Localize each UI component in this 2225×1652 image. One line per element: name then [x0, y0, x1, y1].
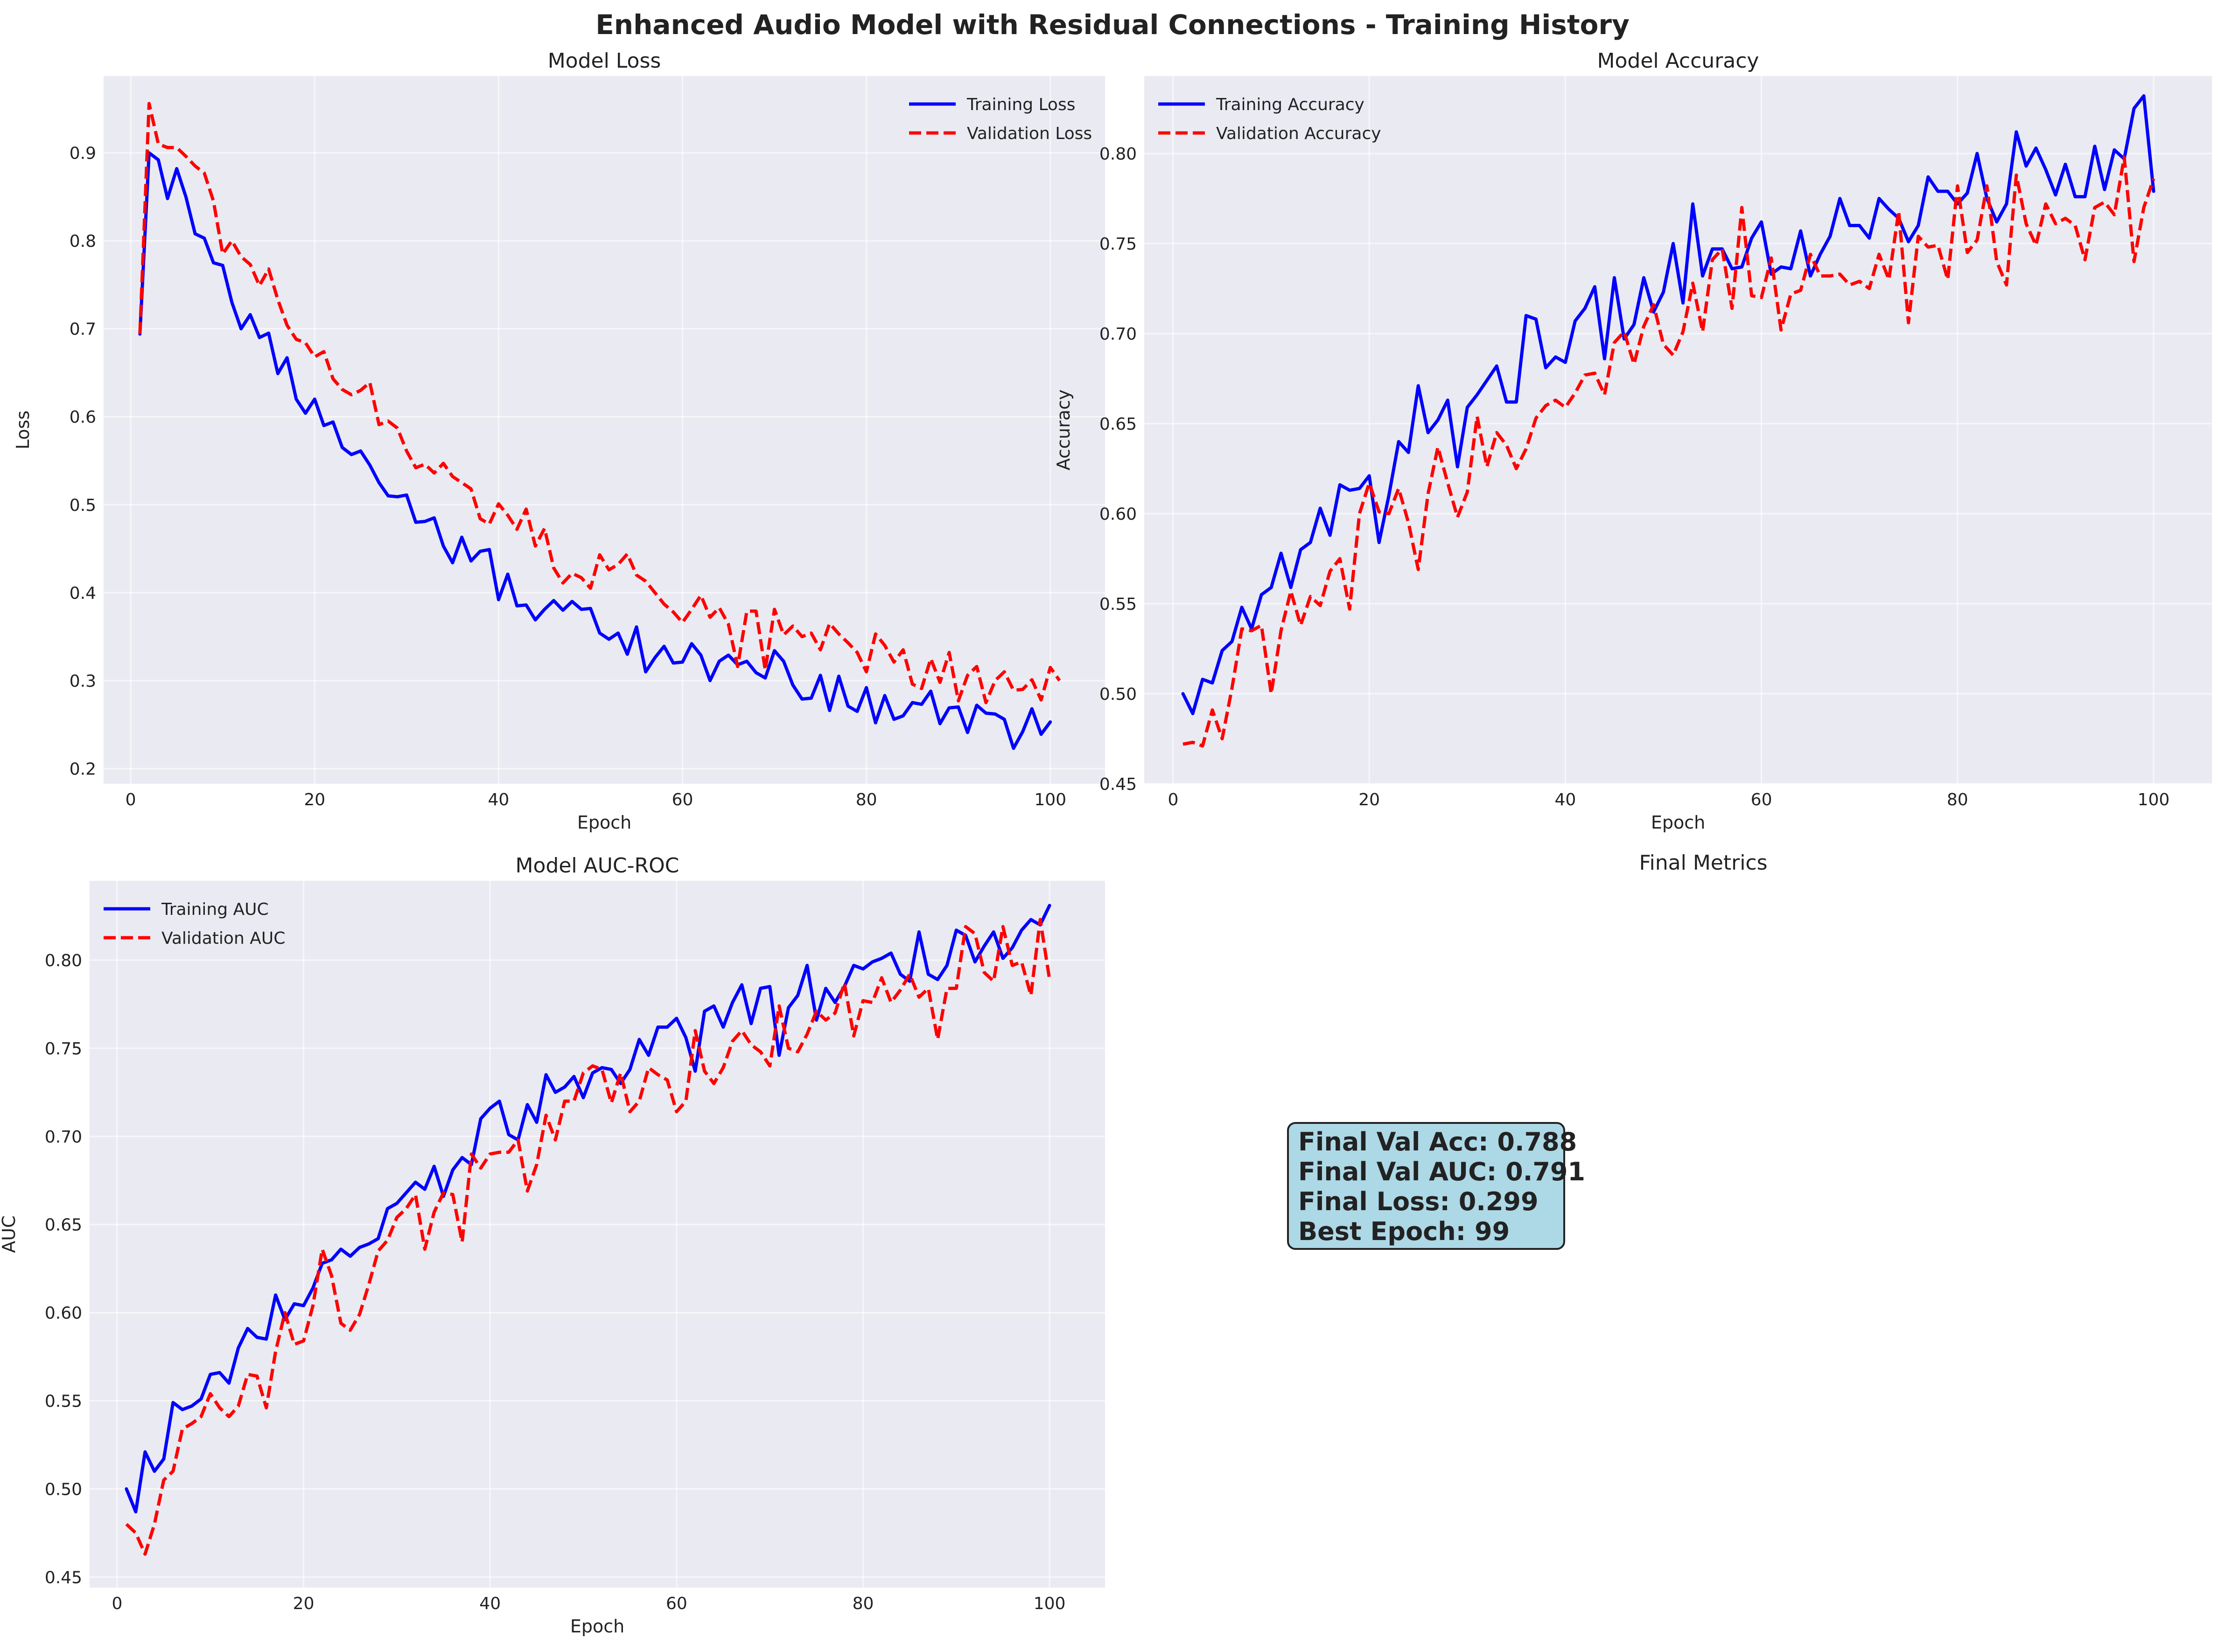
auc-x-axis-label: Epoch	[570, 1616, 624, 1637]
accuracy-series-validation-points	[1182, 157, 2154, 746]
accuracy-x-tick-label: 0	[1168, 790, 1179, 809]
auc-y-tick-label: 0.70	[45, 1128, 82, 1147]
auc-x-tick-label: 0	[112, 1594, 122, 1613]
accuracy-series-training-points	[1182, 96, 2154, 714]
loss-y-tick-label: 0.8	[70, 232, 96, 251]
loss-legend-label: Training Loss	[966, 95, 1075, 114]
accuracy-y-tick-label: 0.50	[1099, 685, 1137, 704]
accuracy-series-validation-line	[1182, 155, 2155, 748]
loss-x-tick-label: 60	[672, 790, 693, 809]
auc-y-tick-label: 0.55	[45, 1392, 82, 1411]
loss-y-tick-label: 0.7	[70, 320, 96, 339]
final-metrics-panel: Final Metrics Final Val Acc: 0.788 Final…	[1287, 851, 1768, 1250]
loss-series-training-points	[140, 153, 1050, 749]
loss-x-axis-label: Epoch	[577, 812, 631, 833]
loss-chart: 0 20 40 60 80 100 0.2 0.3 0.4 0.5 0.6 0.7 0.8 0.9 Mode…	[13, 49, 1105, 833]
auc-chart-title: Model AUC-ROC	[516, 854, 679, 878]
auc-plot-area	[90, 881, 1105, 1588]
accuracy-x-tick-label: 40	[1554, 790, 1576, 809]
loss-y-tick-label: 0.3	[70, 672, 96, 691]
loss-x-tick-label: 0	[126, 790, 136, 809]
accuracy-plot-area	[1144, 76, 2212, 784]
auc-x-tick-label: 100	[1034, 1594, 1066, 1613]
accuracy-y-tick-label: 0.75	[1099, 235, 1137, 254]
accuracy-x-tick-label: 60	[1751, 790, 1772, 809]
auc-y-tick-label: 0.80	[45, 951, 82, 970]
metric-final-loss: Final Loss: 0.299	[1298, 1187, 1539, 1216]
auc-legend: Training AUC Validation AUC	[104, 900, 285, 948]
accuracy-legend-label: Validation Accuracy	[1216, 124, 1381, 143]
loss-y-tick-label: 0.6	[70, 408, 96, 427]
accuracy-y-axis-label: Accuracy	[1053, 390, 1074, 471]
accuracy-x-tick-label: 80	[1947, 790, 1968, 809]
auc-y-tick-label: 0.60	[45, 1304, 82, 1323]
accuracy-y-tick-label: 0.65	[1099, 415, 1137, 434]
auc-x-tick-label: 60	[666, 1594, 687, 1613]
loss-y-tick-label: 0.5	[70, 496, 96, 515]
accuracy-chart: 0 20 40 60 80 100 0.45 0.50 0.55 0.60 0.65 0.70 0.75…	[1053, 49, 2212, 833]
auc-legend-label: Training AUC	[161, 900, 269, 919]
accuracy-series-training-line	[1181, 94, 2155, 715]
accuracy-y-tick-label: 0.45	[1099, 775, 1137, 794]
auc-x-tick-label: 40	[479, 1594, 501, 1613]
accuracy-legend: Training Accuracy Validation Accuracy	[1158, 95, 1381, 143]
accuracy-x-tick-label: 20	[1358, 790, 1380, 809]
final-metrics-title: Final Metrics	[1639, 851, 1767, 875]
auc-series-validation-points	[126, 920, 1050, 1554]
loss-series-training-line	[138, 151, 1052, 750]
loss-x-tick-label: 20	[304, 790, 325, 809]
accuracy-legend-label: Training Accuracy	[1216, 95, 1364, 114]
loss-legend-label: Validation Loss	[967, 124, 1092, 143]
loss-x-tick-label: 100	[1034, 790, 1066, 809]
auc-y-tick-label: 0.65	[45, 1216, 82, 1235]
auc-y-tick-label: 0.50	[45, 1480, 82, 1499]
loss-chart-title: Model Loss	[548, 49, 661, 73]
auc-x-tick-label: 20	[293, 1594, 315, 1613]
figure-title: Enhanced Audio Model with Residual Conne…	[595, 9, 1630, 41]
auc-series-validation-line	[125, 918, 1051, 1556]
auc-legend-label: Validation AUC	[161, 929, 285, 948]
auc-y-axis-label: AUC	[0, 1215, 19, 1253]
metric-final-val-acc: Final Val Acc: 0.788	[1298, 1127, 1577, 1157]
loss-x-tick-label: 80	[856, 790, 877, 809]
loss-y-tick-label: 0.2	[70, 760, 96, 779]
accuracy-chart-title: Model Accuracy	[1597, 49, 1759, 73]
metric-final-val-auc: Final Val AUC: 0.791	[1298, 1157, 1585, 1186]
accuracy-y-tick-label: 0.80	[1099, 145, 1137, 164]
loss-series-validation-points	[140, 103, 1060, 703]
auc-series-training-line	[125, 904, 1051, 1513]
auc-y-tick-label: 0.75	[45, 1039, 82, 1059]
accuracy-y-tick-label: 0.55	[1099, 595, 1137, 614]
final-metrics-box	[1287, 1122, 1565, 1250]
accuracy-x-tick-label: 100	[2138, 790, 2170, 809]
loss-y-tick-label: 0.9	[70, 144, 96, 163]
auc-x-tick-label: 80	[853, 1594, 874, 1613]
auc-y-tick-label: 0.45	[45, 1568, 82, 1587]
loss-y-tick-label: 0.4	[70, 584, 96, 603]
accuracy-y-tick-label: 0.70	[1099, 325, 1137, 344]
loss-plot-area	[104, 76, 1105, 784]
loss-x-tick-label: 40	[488, 790, 509, 809]
loss-legend: Training Loss Validation Loss	[909, 95, 1092, 143]
auc-chart: 0 20 40 60 80 100 0.45 0.50 0.55 0.60 0.65 0.70 0.75…	[0, 854, 1105, 1637]
accuracy-y-tick-label: 0.60	[1099, 505, 1137, 524]
accuracy-x-axis-label: Epoch	[1651, 812, 1705, 833]
metric-best-epoch: Best Epoch: 99	[1298, 1217, 1510, 1246]
loss-y-axis-label: Loss	[13, 411, 33, 449]
